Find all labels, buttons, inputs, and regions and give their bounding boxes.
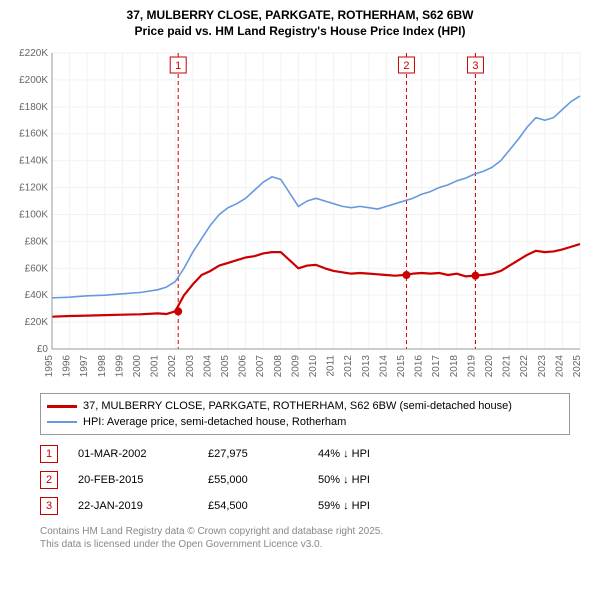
line-chart-svg: £0 £20K £40K £60K £80K £100K £120K £140K £160K £1…	[10, 45, 590, 385]
marker-row: 3 22-JAN-2019 £54,500 59% ↓ HPI	[40, 493, 570, 519]
svg-text:3: 3	[472, 60, 478, 72]
svg-text:2019: 2019	[466, 355, 477, 378]
title-block: 37, MULBERRY CLOSE, PARKGATE, ROTHERHAM,…	[10, 8, 590, 39]
svg-text:2016: 2016	[414, 355, 425, 378]
svg-text:2011: 2011	[326, 355, 337, 377]
svg-text:2001: 2001	[150, 355, 161, 378]
svg-text:2009: 2009	[290, 355, 301, 378]
legend-row-2: HPI: Average price, semi-detached house,…	[47, 414, 563, 430]
svg-text:£160K: £160K	[19, 129, 48, 140]
svg-text:2014: 2014	[378, 355, 389, 378]
marker-price: £54,500	[208, 500, 298, 512]
svg-text:1998: 1998	[97, 355, 108, 378]
marker-price: £55,000	[208, 474, 298, 486]
svg-text:£120K: £120K	[19, 183, 48, 194]
svg-text:2020: 2020	[484, 355, 495, 378]
svg-text:1997: 1997	[79, 355, 90, 378]
svg-text:2: 2	[403, 60, 409, 72]
svg-text:2024: 2024	[554, 355, 565, 378]
svg-text:2005: 2005	[220, 355, 231, 378]
legend-label-2: HPI: Average price, semi-detached house,…	[83, 416, 346, 428]
markers-table: 1 01-MAR-2002 £27,975 44% ↓ HPI 2 20-FEB…	[40, 441, 570, 519]
legend-swatch-2	[47, 421, 77, 423]
svg-text:2013: 2013	[361, 355, 372, 378]
svg-text:£200K: £200K	[19, 75, 48, 86]
svg-text:2002: 2002	[167, 355, 178, 378]
marker-box: 2	[40, 471, 58, 489]
marker-box: 1	[40, 445, 58, 463]
svg-text:2007: 2007	[255, 355, 266, 378]
marker-date: 01-MAR-2002	[78, 448, 188, 460]
svg-text:2004: 2004	[202, 355, 213, 378]
footer: Contains HM Land Registry data © Crown c…	[40, 525, 590, 551]
marker-date: 20-FEB-2015	[78, 474, 188, 486]
svg-text:2003: 2003	[185, 355, 196, 378]
svg-text:2012: 2012	[343, 355, 354, 378]
footer-line-1: Contains HM Land Registry data © Crown c…	[40, 525, 590, 538]
svg-text:£20K: £20K	[25, 317, 49, 328]
svg-text:2025: 2025	[572, 355, 583, 378]
chart-area: £0 £20K £40K £60K £80K £100K £120K £140K £160K £1…	[10, 45, 590, 385]
title-line-2: Price paid vs. HM Land Registry's House …	[10, 24, 590, 40]
svg-text:£100K: £100K	[19, 210, 48, 221]
marker-price: £27,975	[208, 448, 298, 460]
svg-text:2018: 2018	[449, 355, 460, 378]
svg-text:£140K: £140K	[19, 156, 48, 167]
legend-swatch-1	[47, 405, 77, 408]
svg-text:2000: 2000	[132, 355, 143, 378]
marker-delta: 44% ↓ HPI	[318, 448, 418, 460]
svg-text:£180K: £180K	[19, 102, 48, 113]
svg-text:2022: 2022	[519, 355, 530, 378]
chart-container: 37, MULBERRY CLOSE, PARKGATE, ROTHERHAM,…	[0, 0, 600, 557]
svg-text:£80K: £80K	[25, 237, 49, 248]
svg-text:1999: 1999	[114, 355, 125, 378]
svg-text:2017: 2017	[431, 355, 442, 378]
svg-text:2023: 2023	[537, 355, 548, 378]
legend: 37, MULBERRY CLOSE, PARKGATE, ROTHERHAM,…	[40, 393, 570, 435]
svg-text:1996: 1996	[62, 355, 73, 378]
marker-box: 3	[40, 497, 58, 515]
marker-delta: 59% ↓ HPI	[318, 500, 418, 512]
svg-text:2021: 2021	[502, 355, 513, 378]
svg-text:2010: 2010	[308, 355, 319, 378]
footer-line-2: This data is licensed under the Open Gov…	[40, 538, 590, 551]
svg-text:2008: 2008	[273, 355, 284, 378]
svg-text:£60K: £60K	[25, 263, 49, 274]
svg-text:£40K: £40K	[25, 290, 49, 301]
marker-date: 22-JAN-2019	[78, 500, 188, 512]
svg-text:1: 1	[175, 60, 181, 72]
marker-delta: 50% ↓ HPI	[318, 474, 418, 486]
legend-label-1: 37, MULBERRY CLOSE, PARKGATE, ROTHERHAM,…	[83, 400, 512, 412]
svg-text:£220K: £220K	[19, 48, 48, 59]
svg-text:2015: 2015	[396, 355, 407, 378]
svg-text:£0: £0	[37, 344, 49, 355]
marker-row: 2 20-FEB-2015 £55,000 50% ↓ HPI	[40, 467, 570, 493]
marker-row: 1 01-MAR-2002 £27,975 44% ↓ HPI	[40, 441, 570, 467]
legend-row-1: 37, MULBERRY CLOSE, PARKGATE, ROTHERHAM,…	[47, 398, 563, 414]
svg-text:1995: 1995	[44, 355, 55, 378]
title-line-1: 37, MULBERRY CLOSE, PARKGATE, ROTHERHAM,…	[10, 8, 590, 24]
svg-text:2006: 2006	[238, 355, 249, 378]
